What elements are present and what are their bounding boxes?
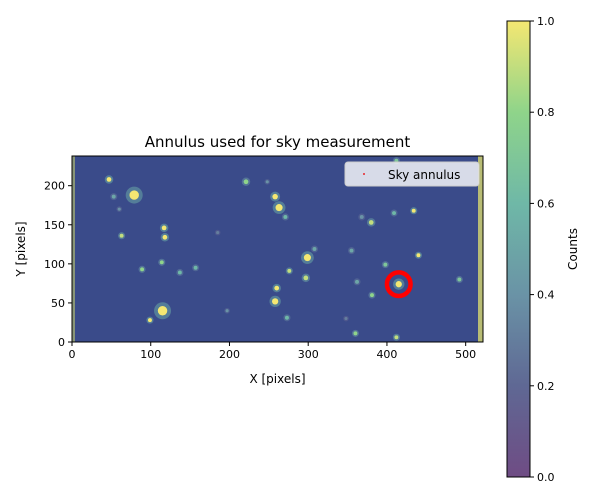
colorbar-tick-label: 1.0 <box>537 15 555 28</box>
x-tick-label: 0 <box>69 348 76 361</box>
chart-title: Annulus used for sky measurement <box>145 133 411 151</box>
star <box>265 180 269 184</box>
x-tick-label: 100 <box>140 348 161 361</box>
y-tick-label: 50 <box>51 297 65 310</box>
image-background <box>72 156 483 342</box>
star <box>368 220 374 225</box>
star <box>274 285 280 291</box>
star <box>140 267 145 272</box>
x-axis-ticks: 0 100 200 300 400 500 <box>69 342 476 361</box>
y-tick-label: 100 <box>44 258 65 271</box>
star <box>355 279 359 284</box>
colorbar-ticks: 0.0 0.2 0.4 0.6 0.8 1.0 <box>530 15 555 484</box>
star <box>392 211 396 216</box>
star <box>147 318 152 323</box>
star <box>394 335 399 340</box>
star <box>216 231 220 235</box>
colorbar-label: Counts <box>566 228 580 270</box>
star <box>161 225 167 231</box>
y-tick-label: 200 <box>44 180 65 193</box>
plot-frame <box>71 155 484 343</box>
star <box>106 177 112 182</box>
star <box>283 214 288 219</box>
star <box>271 298 279 305</box>
y-tick-label: 0 <box>58 336 65 349</box>
star <box>416 253 421 258</box>
star <box>353 331 358 336</box>
star <box>162 234 168 240</box>
y-axis-label: Y [pixels] <box>14 221 28 277</box>
star <box>284 315 289 320</box>
star <box>344 316 348 321</box>
colorbar-tick-label: 0.2 <box>537 380 555 393</box>
star <box>359 214 364 219</box>
colorbar-gradient <box>506 20 531 478</box>
sky-annulus <box>384 270 413 299</box>
star <box>303 254 311 262</box>
star <box>457 277 462 282</box>
star <box>272 193 278 200</box>
star <box>275 204 283 212</box>
y-tick-label: 150 <box>44 219 65 232</box>
x-tick-label: 200 <box>219 348 240 361</box>
x-axis-label: X [pixels] <box>249 372 305 386</box>
star <box>383 262 388 267</box>
image-edge-right <box>478 156 483 342</box>
star <box>225 309 229 313</box>
plot-area: 0 100 200 300 400 500 0 50 100 150 200 <box>44 155 484 361</box>
star <box>193 265 198 270</box>
colorbar-tick-label: 0.0 <box>537 471 555 484</box>
star <box>157 306 168 316</box>
star <box>111 194 116 199</box>
star <box>243 179 249 185</box>
star <box>177 270 182 275</box>
star <box>370 293 374 298</box>
star <box>117 207 121 211</box>
legend-marker-icon <box>363 173 365 175</box>
y-axis-ticks: 0 50 100 150 200 <box>44 180 72 349</box>
colorbar-tick-label: 0.8 <box>537 106 555 119</box>
star <box>303 275 309 281</box>
star <box>312 247 317 251</box>
star <box>287 268 292 273</box>
star <box>395 281 402 288</box>
colorbar-tick-label: 0.6 <box>537 197 555 210</box>
colorbar-tick-label: 0.4 <box>537 289 555 302</box>
x-tick-label: 400 <box>376 348 397 361</box>
legend-box <box>344 161 480 187</box>
legend: Sky annulus <box>344 161 480 187</box>
star <box>159 260 164 265</box>
star <box>411 208 416 213</box>
x-tick-label: 500 <box>455 348 476 361</box>
star <box>349 248 354 253</box>
star-field <box>104 157 463 341</box>
legend-label: Sky annulus <box>388 168 460 182</box>
colorbar: 0.0 0.2 0.4 0.6 0.8 1.0 Counts <box>506 15 580 484</box>
x-tick-label: 300 <box>298 348 319 361</box>
image-edge-left <box>72 156 75 342</box>
star <box>129 190 139 200</box>
star <box>119 233 124 238</box>
